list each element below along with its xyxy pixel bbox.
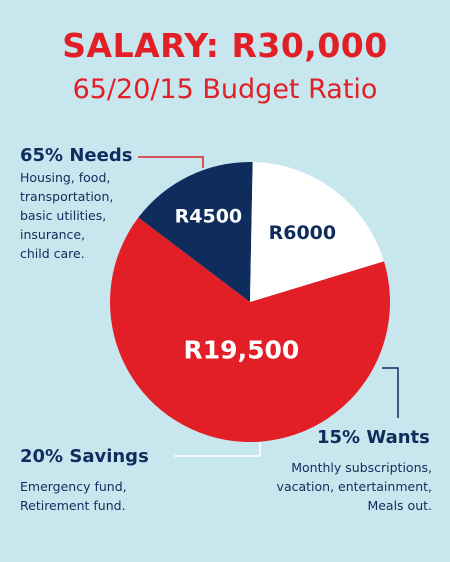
page-title: SALARY: R30,000	[62, 26, 388, 65]
savings-description: Emergency fund, Retirement fund.	[20, 477, 127, 515]
needs-desc-line: child care.	[20, 246, 85, 261]
wants-description: Monthly subscriptions, vacation, enterta…	[277, 458, 432, 515]
needs-desc-line: Housing, food,	[20, 170, 111, 185]
needs-desc-line: transportation,	[20, 189, 114, 204]
wants-desc-line: Monthly subscriptions,	[291, 460, 432, 475]
wants-desc-line: vacation, entertainment,	[276, 479, 432, 494]
pie-slice-savings	[250, 162, 384, 302]
needs-leader-line	[138, 156, 204, 168]
wants-title: 15% Wants	[317, 427, 430, 448]
slice-label-needs: R19,500	[184, 336, 300, 365]
needs-desc-line: insurance,	[20, 227, 86, 242]
needs-desc-line: basic utilities,	[20, 208, 107, 223]
page-subtitle: 65/20/15 Budget Ratio	[72, 74, 378, 105]
pie-slice-wants	[138, 162, 253, 302]
wants-leader-line	[382, 367, 399, 418]
savings-leader-line	[174, 442, 261, 457]
slice-label-savings: R6000	[269, 222, 337, 244]
needs-description: Housing, food, transportation, basic uti…	[20, 168, 113, 263]
savings-desc-line: Emergency fund,	[20, 479, 127, 494]
savings-desc-line: Retirement fund.	[20, 498, 126, 513]
pie-slice-needs	[110, 217, 390, 442]
savings-title: 20% Savings	[20, 446, 149, 467]
wants-desc-line: Meals out.	[367, 498, 432, 513]
slice-label-wants: R4500	[175, 205, 243, 227]
needs-title: 65% Needs	[20, 145, 133, 166]
